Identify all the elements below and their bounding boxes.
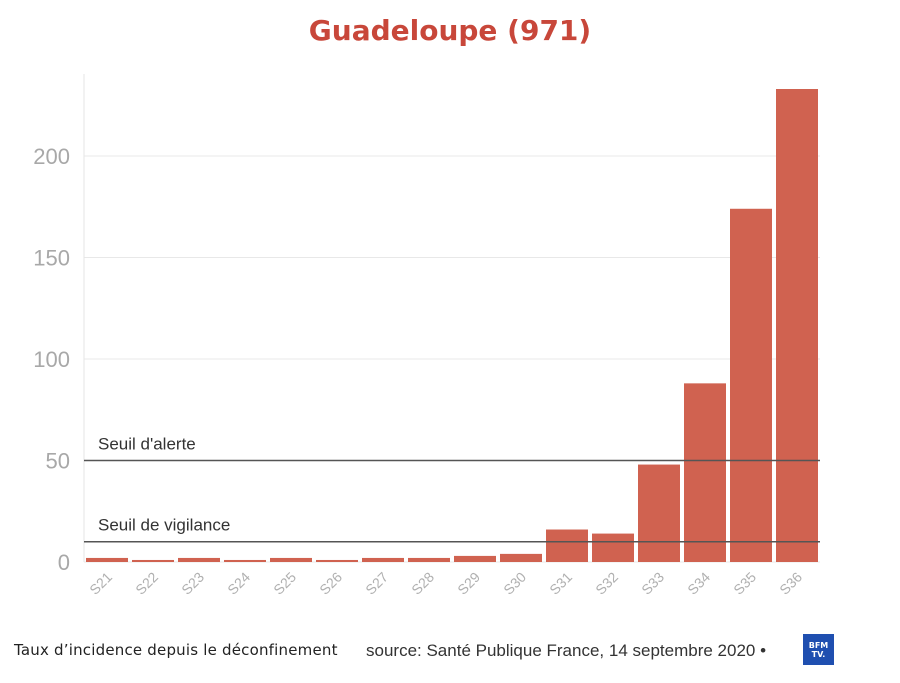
x-tick-label: S33	[638, 569, 667, 598]
y-tick-label: 150	[33, 245, 70, 270]
x-tick-label: S31	[546, 569, 575, 598]
bars	[86, 89, 818, 563]
bar	[454, 555, 496, 562]
x-tick-label: S26	[316, 569, 345, 598]
bar	[546, 529, 588, 562]
x-tick-label: S34	[684, 569, 713, 598]
reference-line-label: Seuil de vigilance	[98, 516, 230, 535]
bfmtv-logo: BFM TV.	[803, 634, 834, 665]
x-tick-label: S28	[408, 569, 437, 598]
x-tick-label: S32	[592, 569, 621, 598]
y-tick-label: 200	[33, 144, 70, 169]
bar	[270, 557, 312, 562]
caption-source: source: Santé Publique France, 14 septem…	[366, 641, 767, 660]
bar	[730, 208, 772, 563]
reference-lines: Seuil d'alerte Seuil de vigilance	[84, 434, 820, 543]
x-tick-label: S23	[178, 569, 207, 598]
x-tick-label: S21	[86, 569, 115, 598]
bar	[592, 533, 634, 562]
y-tick-label: 50	[46, 448, 70, 473]
x-tick-label: S36	[776, 569, 805, 598]
bar	[408, 557, 450, 562]
bar	[776, 89, 818, 562]
x-axis-labels: S21 S22 S23 S24 S25 S26 S27 S28 S29 S30 S31 S32 S33 S…	[86, 569, 805, 598]
x-tick-label: S25	[270, 569, 299, 598]
y-tick-label: 100	[33, 347, 70, 372]
bar	[638, 464, 680, 562]
logo-line2: TV.	[811, 649, 826, 659]
bar	[500, 553, 542, 562]
bar	[684, 383, 726, 562]
caption-description: Taux d’incidence depuis le déconfinement	[14, 641, 338, 659]
x-tick-label: S35	[730, 569, 759, 598]
bar	[132, 559, 174, 562]
bar	[316, 559, 358, 562]
y-tick-label: 0	[58, 550, 70, 575]
x-tick-label: S30	[500, 569, 529, 598]
bar	[224, 559, 266, 562]
logo-line1: BFM	[808, 640, 829, 650]
y-axis: 0 50 100 150 200	[33, 74, 85, 575]
x-tick-label: S22	[132, 569, 161, 598]
x-tick-label: S24	[224, 569, 253, 598]
reference-line-label: Seuil d'alerte	[98, 434, 196, 453]
x-tick-label: S29	[454, 569, 483, 598]
bar	[362, 557, 404, 562]
chart-title: Guadeloupe (971)	[308, 14, 592, 47]
bar	[178, 557, 220, 562]
x-tick-label: S27	[362, 569, 391, 598]
bar	[86, 557, 128, 562]
